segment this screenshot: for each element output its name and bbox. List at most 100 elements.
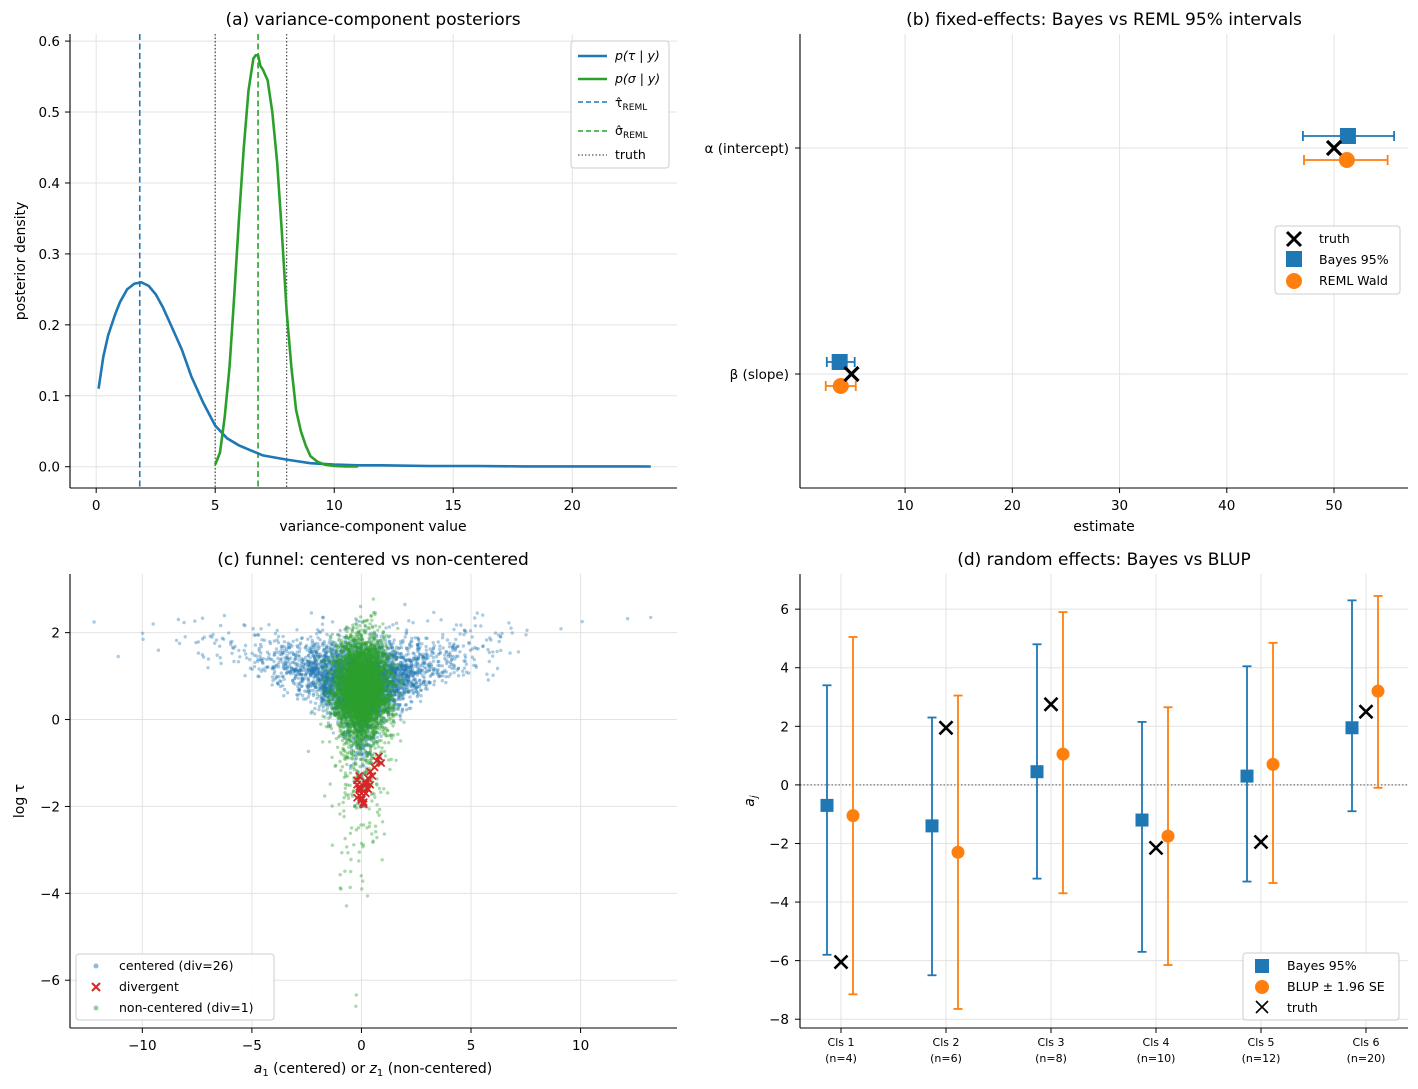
point <box>376 677 381 681</box>
point <box>244 652 248 656</box>
point <box>381 671 385 675</box>
point <box>362 654 366 659</box>
point <box>321 705 325 709</box>
point <box>394 621 399 625</box>
point <box>362 694 366 698</box>
point <box>360 664 364 668</box>
point <box>259 669 264 673</box>
point <box>352 656 356 661</box>
point <box>391 688 395 693</box>
point <box>363 683 367 687</box>
point <box>305 648 309 652</box>
point <box>316 654 321 659</box>
point <box>389 712 394 717</box>
point <box>390 660 394 664</box>
point <box>365 691 369 695</box>
point <box>343 679 347 684</box>
point <box>363 653 367 657</box>
point <box>376 670 380 675</box>
point <box>361 679 365 684</box>
point <box>390 686 394 690</box>
legend-item-ptau: p(τ | y) <box>614 48 660 63</box>
point <box>298 646 302 651</box>
point <box>351 627 355 631</box>
point <box>491 673 495 677</box>
point <box>364 658 368 662</box>
point <box>329 701 333 705</box>
point <box>334 652 338 656</box>
point <box>302 668 306 672</box>
point <box>491 654 495 658</box>
point <box>359 687 364 691</box>
point <box>416 656 421 660</box>
point <box>361 699 366 703</box>
point <box>352 674 356 678</box>
point <box>365 710 370 714</box>
point <box>347 688 351 692</box>
point <box>407 646 411 650</box>
point <box>383 654 387 658</box>
point <box>314 660 318 664</box>
point <box>272 659 276 664</box>
point <box>394 670 398 674</box>
point <box>312 661 316 665</box>
x-tick-label: 20 <box>1004 498 1021 514</box>
point <box>386 705 391 709</box>
panel-a-xlabel: variance-component value <box>279 519 466 535</box>
point <box>360 671 365 675</box>
point <box>376 699 380 703</box>
point <box>353 681 357 685</box>
point <box>368 683 372 688</box>
point <box>202 635 206 639</box>
point <box>396 689 400 693</box>
point <box>348 686 353 690</box>
point <box>332 671 337 675</box>
point <box>375 664 379 669</box>
point <box>444 675 448 679</box>
point <box>384 689 389 693</box>
point <box>288 672 293 676</box>
point <box>453 648 458 652</box>
point <box>321 666 325 670</box>
point <box>352 683 357 687</box>
point <box>373 683 377 687</box>
point <box>308 656 312 660</box>
point <box>306 695 311 699</box>
point <box>293 668 298 672</box>
point <box>270 675 275 679</box>
point <box>361 659 366 663</box>
point <box>346 677 350 682</box>
point <box>256 674 260 678</box>
point <box>324 673 328 677</box>
point <box>381 676 386 680</box>
point <box>356 687 361 691</box>
x-tick-label: 30 <box>1111 498 1128 514</box>
point <box>300 659 304 663</box>
point <box>259 657 263 661</box>
point <box>389 664 394 668</box>
x-tick-label: 50 <box>1325 498 1342 514</box>
point <box>357 646 361 650</box>
point <box>398 652 402 656</box>
point <box>415 690 419 694</box>
point <box>481 644 485 648</box>
point <box>351 709 355 713</box>
point <box>311 671 316 675</box>
point <box>371 706 375 710</box>
point <box>348 662 352 667</box>
point <box>295 638 299 642</box>
point <box>333 679 337 684</box>
point <box>360 693 364 697</box>
point <box>331 659 335 663</box>
point <box>347 675 351 679</box>
point <box>371 694 376 698</box>
point <box>338 759 342 764</box>
point <box>336 678 340 683</box>
point <box>438 674 442 678</box>
point <box>420 642 424 646</box>
point <box>182 620 186 625</box>
point <box>362 675 366 680</box>
point <box>398 714 402 719</box>
point <box>451 646 455 650</box>
point <box>376 694 380 698</box>
